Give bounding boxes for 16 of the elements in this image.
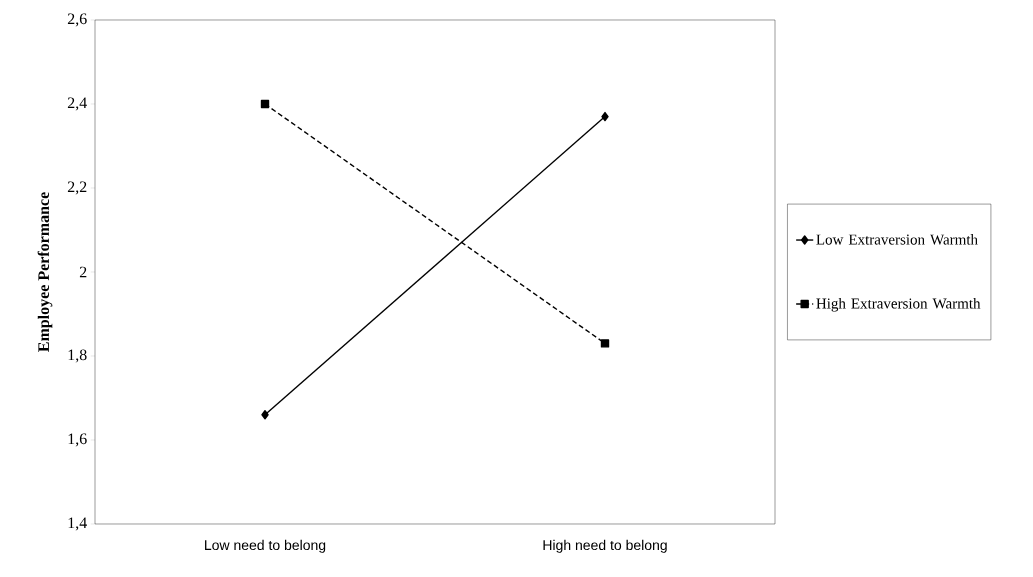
y-axis-title: Employee Performance	[37, 192, 53, 352]
y-tick-label: 2,6	[67, 13, 87, 27]
point	[600, 339, 610, 348]
y-tick-label: 2,2	[67, 181, 87, 195]
y-tick-label: 1,6	[68, 433, 87, 447]
legend-label: High Extraversion Warmth	[816, 298, 981, 312]
y-tick-label: 1,8	[68, 349, 87, 363]
point	[601, 111, 609, 122]
x-tick-label: High need to belong	[543, 539, 667, 553]
x-tick-label: Low need to belong	[205, 539, 326, 553]
point	[260, 99, 270, 109]
y-tick-label: 2	[79, 266, 87, 278]
point	[261, 410, 269, 420]
y-tick-label: 1,4	[68, 517, 87, 531]
legend-label: Low Extraversion Warmth	[816, 234, 978, 245]
y-tick-label: 2,4	[67, 97, 87, 111]
